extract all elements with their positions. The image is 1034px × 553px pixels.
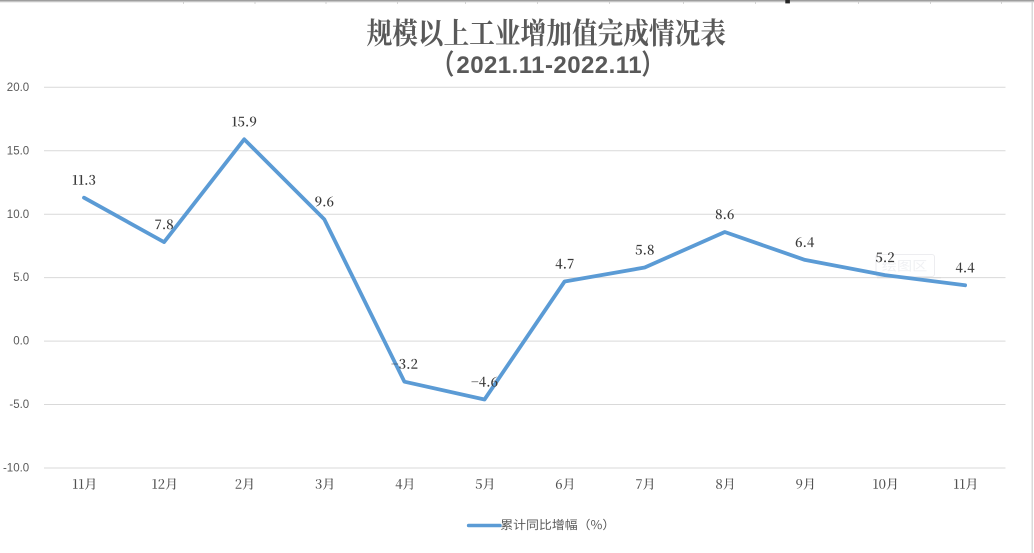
svg-text:15.0: 15.0 xyxy=(7,145,29,157)
svg-text:5.0: 5.0 xyxy=(13,272,29,284)
svg-text:0.0: 0.0 xyxy=(13,336,29,348)
svg-text:20.0: 20.0 xyxy=(7,82,29,94)
svg-text:10.0: 10.0 xyxy=(7,209,29,221)
svg-text:-10.0: -10.0 xyxy=(3,463,29,475)
svg-text:2021.11-2022.11: 2021.11-2022.11 xyxy=(456,52,642,79)
svg-text:-5.0: -5.0 xyxy=(9,399,29,411)
